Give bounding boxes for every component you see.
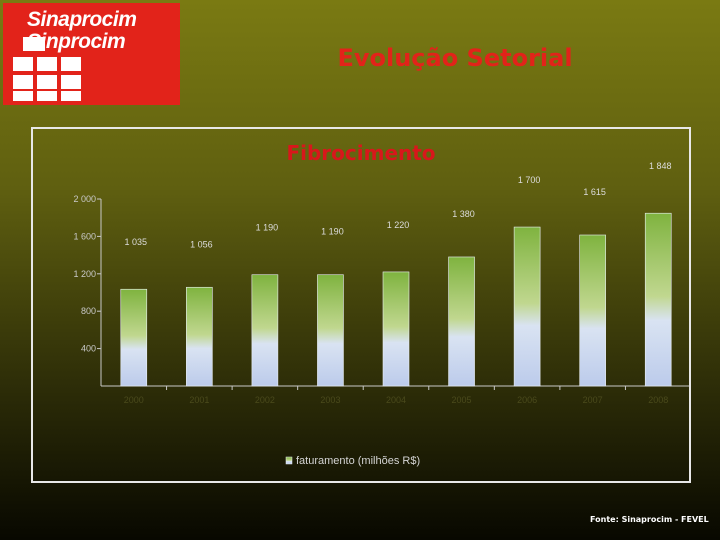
bar-chart: 400 800 1 200 1 600 2 000 2000 1 035 2001 1 056 2… xyxy=(73,161,689,467)
y-tick-label: 400 xyxy=(81,344,96,354)
x-tick-label: 2006 xyxy=(517,395,537,405)
x-tick-label: 2007 xyxy=(583,395,603,405)
bar xyxy=(382,271,410,387)
legend-swatch xyxy=(285,456,293,465)
y-tick-label: 2 000 xyxy=(73,194,96,204)
page-title: Evolução Setorial xyxy=(337,44,573,72)
logo-tile xyxy=(37,75,57,89)
y-tick-label: 1 200 xyxy=(73,269,96,279)
logo-tile xyxy=(37,91,57,101)
bar xyxy=(251,274,279,387)
logo-tile xyxy=(23,37,45,51)
x-tick-label: 2000 xyxy=(124,395,144,405)
logo-text-line-1: Sinaprocim xyxy=(27,8,137,31)
x-tick-label: 2002 xyxy=(255,395,275,405)
data-label: 1 056 xyxy=(190,239,213,249)
company-logo: Sinaprocim Sinprocim xyxy=(3,3,180,105)
x-tick-label: 2008 xyxy=(648,395,668,405)
source-note: Fonte: Sinaprocim - FEVEL xyxy=(590,515,709,524)
chart-title: Fibrocimento xyxy=(286,141,436,165)
legend-label: faturamento (milhões R$) xyxy=(296,455,420,467)
bar xyxy=(448,256,475,387)
data-label: 1 848 xyxy=(649,161,672,171)
y-tick-label: 800 xyxy=(81,306,96,316)
data-label: 1 190 xyxy=(256,223,279,233)
logo-tile xyxy=(13,75,33,89)
bar xyxy=(513,226,541,387)
bar xyxy=(120,288,148,387)
data-label: 1 035 xyxy=(125,237,148,247)
x-tick-label: 2003 xyxy=(320,395,340,405)
data-label: 1 615 xyxy=(583,187,606,197)
logo-tile xyxy=(37,57,57,71)
bar xyxy=(644,212,672,387)
logo-tile xyxy=(61,57,81,71)
data-label: 1 220 xyxy=(387,220,410,230)
y-tick-label: 1 600 xyxy=(73,231,96,241)
bar xyxy=(186,286,213,387)
logo-tile xyxy=(61,91,81,101)
chart-panel: Fibrocimento 400 800 1 200 1 600 2 000 2000 1 … xyxy=(31,127,691,483)
bar xyxy=(579,234,606,387)
data-label: 1 700 xyxy=(518,175,541,185)
data-label: 1 380 xyxy=(452,209,475,219)
x-tick-label: 2004 xyxy=(386,395,406,405)
logo-tile xyxy=(13,57,33,71)
x-tick-label: 2001 xyxy=(189,395,209,405)
logo-text-line-2: Sinprocim xyxy=(27,30,126,53)
bar xyxy=(317,274,344,387)
logo-tile xyxy=(13,91,33,101)
logo-tile xyxy=(61,75,81,89)
x-tick-label: 2005 xyxy=(452,395,472,405)
data-label: 1 190 xyxy=(321,227,344,237)
